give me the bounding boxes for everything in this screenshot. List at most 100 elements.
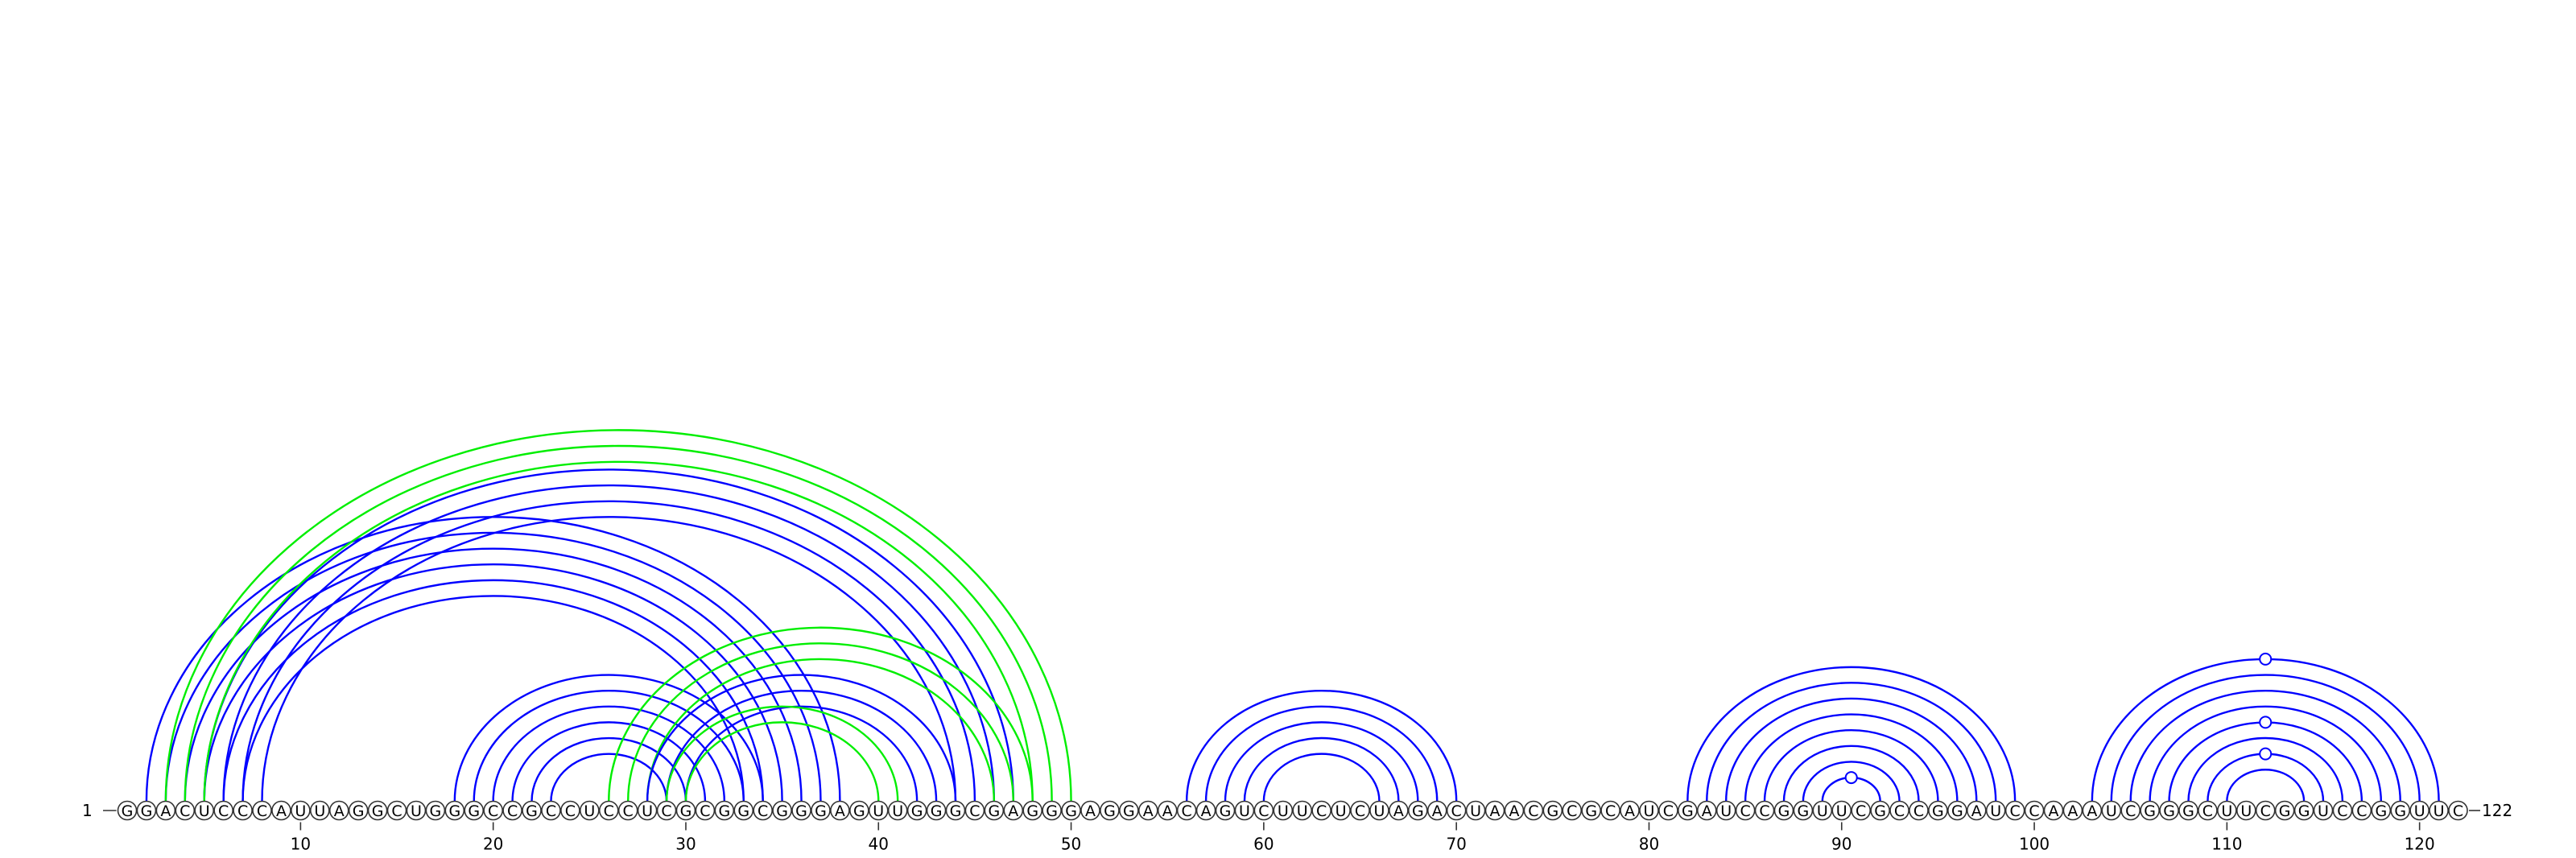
- arc-apex-marker: [2259, 652, 2273, 666]
- nucleotide: G: [1928, 800, 1948, 821]
- nucleotide-letter: U: [2434, 802, 2445, 820]
- nucleotide-circle: [2293, 800, 2314, 821]
- nucleotide-circle: [598, 800, 619, 821]
- nucleotide-circle: [1909, 800, 1929, 821]
- nucleotide-circle: [464, 800, 485, 821]
- base-pair-arc: [2149, 705, 2383, 802]
- nucleotide: C: [502, 800, 522, 821]
- nucleotide: C: [1658, 800, 1678, 821]
- nucleotide: C: [483, 800, 503, 821]
- nucleotide-circle: [1870, 800, 1890, 821]
- nucleotide-letter: G: [1026, 802, 1038, 820]
- nucleotide: G: [675, 800, 696, 821]
- nucleotide: U: [1292, 800, 1313, 821]
- base-pair-arc: [684, 721, 880, 802]
- nucleotide: G: [945, 800, 966, 821]
- pseudoknot-markers: [1844, 652, 2273, 785]
- nucleotide-circle: [2255, 800, 2276, 821]
- nucleotide-circle: [675, 800, 696, 821]
- nucleotide-letter: C: [2029, 802, 2039, 820]
- nucleotide: G: [444, 800, 465, 821]
- nucleotide: A: [1966, 800, 1987, 821]
- nucleotide-circle: [1793, 800, 1814, 821]
- nucleotide-circle: [926, 800, 947, 821]
- nucleotide: C: [1851, 800, 1871, 821]
- nucleotide: A: [2082, 800, 2103, 821]
- nucleotide-circle: [906, 800, 927, 821]
- nucleotide: C: [2024, 800, 2045, 821]
- base-pair-arc: [2207, 753, 2325, 802]
- nucleotide-circle: [1331, 800, 1351, 821]
- nucleotide-circle: [1465, 800, 1486, 821]
- nucleotide-circle: [580, 800, 600, 821]
- nucleotide-circle: [830, 800, 850, 821]
- nucleotide-circle: [406, 800, 427, 821]
- nucleotide: U: [406, 800, 427, 821]
- base-pair-arc: [530, 736, 687, 802]
- start-index-label: 1: [82, 801, 93, 820]
- nucleotide-letter: G: [141, 802, 153, 820]
- base-pair-arc: [1204, 705, 1439, 802]
- nucleotide-circle: [1504, 800, 1525, 821]
- nucleotide-circle: [522, 800, 542, 821]
- nucleotide: U: [2217, 800, 2237, 821]
- nucleotide-letter: G: [2144, 802, 2156, 820]
- nucleotide-circle: [560, 800, 580, 821]
- nucleotide: A: [1137, 800, 1158, 821]
- nucleotide-letter: C: [565, 802, 576, 820]
- nucleotide-circle: [1061, 800, 1081, 821]
- nucleotide-letter: C: [2125, 802, 2136, 820]
- nucleotide-circle: [1851, 800, 1871, 821]
- nucleotide: C: [1523, 800, 1544, 821]
- nucleotide-letter: C: [2202, 802, 2213, 820]
- nucleotide-circle: [617, 800, 638, 821]
- nucleotide-circle: [1253, 800, 1274, 821]
- base-pair-arc: [550, 753, 668, 802]
- nucleotide-letter: C: [2453, 802, 2463, 820]
- nucleotide-circle: [1620, 800, 1640, 821]
- base-pair-arc: [1763, 728, 1939, 802]
- nucleotide-letter: U: [1278, 802, 1289, 820]
- nucleotide-circle: [733, 800, 754, 821]
- nucleotide-circle: [1022, 800, 1043, 821]
- nucleotide-letter: A: [1008, 802, 1018, 820]
- nucleotide: C: [1446, 800, 1467, 821]
- nucleotide: U: [2429, 800, 2449, 821]
- nucleotide-letter: A: [2067, 802, 2078, 820]
- nucleotide: U: [2409, 800, 2429, 821]
- nucleotide-letter: G: [1123, 802, 1135, 820]
- nucleotide: G: [2178, 800, 2198, 821]
- nucleotide-circle: [1426, 800, 1447, 821]
- base-pair-arc: [2168, 721, 2363, 802]
- nucleotide-letter: G: [1798, 802, 1810, 820]
- nucleotide-circle: [964, 800, 985, 821]
- nucleotide-letter: U: [1470, 802, 1481, 820]
- nucleotide: U: [1465, 800, 1486, 821]
- nucleotide-circle: [2024, 800, 2045, 821]
- nucleotide-letter: U: [295, 802, 306, 820]
- nucleotide-letter: A: [1509, 802, 1519, 820]
- nucleotide: A: [1080, 800, 1100, 821]
- base-pair-arc: [203, 460, 1034, 802]
- nucleotide-circle: [444, 800, 465, 821]
- nucleotide-circle: [849, 800, 869, 821]
- nucleotide: A: [155, 800, 176, 821]
- nucleotide-letter: G: [526, 802, 538, 820]
- sequence-backbone: 1 122: [82, 801, 2512, 820]
- nucleotide-letter: G: [1951, 802, 1963, 820]
- nucleotide-circle: [945, 800, 966, 821]
- nucleotide-letter: U: [1297, 802, 1308, 820]
- nucleotide: U: [2313, 800, 2334, 821]
- nucleotide: C: [2351, 800, 2372, 821]
- nucleotide: G: [464, 800, 485, 821]
- nucleotide-circle: [1889, 800, 1909, 821]
- nucleotide-letter: C: [2356, 802, 2367, 820]
- nucleotide-circle: [887, 800, 908, 821]
- nucleotide-letter: A: [1702, 802, 1712, 820]
- nucleotide-letter: C: [1355, 802, 1365, 820]
- base-pair-arc: [1262, 753, 1381, 802]
- base-pair-arc: [665, 690, 938, 802]
- nucleotide-letter: A: [1490, 802, 1501, 820]
- end-index-label: 122: [2482, 801, 2512, 820]
